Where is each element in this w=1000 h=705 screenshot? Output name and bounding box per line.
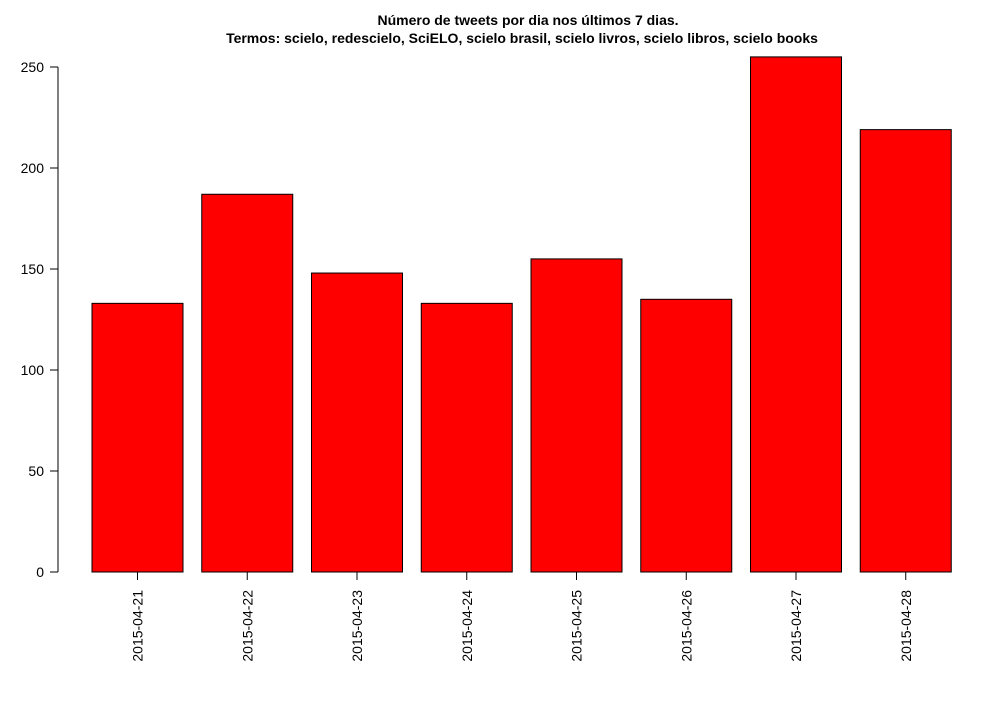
chart-title: Número de tweets por dia nos últimos 7 d… bbox=[377, 12, 678, 28]
x-tick-label: 2015-04-22 bbox=[239, 590, 255, 662]
bar-2015-04-25 bbox=[530, 258, 623, 573]
bar-2015-04-21 bbox=[91, 302, 184, 573]
bar-2015-04-28 bbox=[859, 129, 952, 573]
bar-2015-04-24 bbox=[420, 302, 513, 573]
y-tick-label: 50 bbox=[28, 463, 44, 479]
x-axis-labels: 2015-04-21 2015-04-22 2015-04-23 2015-04-24… bbox=[130, 572, 914, 662]
x-tick-label: 2015-04-21 bbox=[130, 590, 146, 662]
y-axis: 0 50 100 150 200 250 bbox=[21, 59, 59, 580]
bar-2015-04-26 bbox=[640, 298, 733, 573]
y-tick-label: 150 bbox=[21, 261, 45, 277]
y-tick-label: 0 bbox=[36, 564, 44, 580]
x-tick-label: 2015-04-28 bbox=[898, 590, 914, 662]
x-tick-label: 2015-04-27 bbox=[788, 590, 804, 662]
bar-2015-04-27 bbox=[750, 56, 842, 573]
y-tick-label: 200 bbox=[21, 160, 45, 176]
x-tick-label: 2015-04-24 bbox=[459, 590, 475, 662]
bars-group bbox=[91, 56, 952, 573]
bar-2015-04-23 bbox=[311, 272, 403, 573]
x-tick-label: 2015-04-25 bbox=[569, 590, 585, 662]
bar-2015-04-22 bbox=[201, 193, 294, 573]
x-tick-label: 2015-04-23 bbox=[349, 590, 365, 662]
chart-subtitle: Termos: scielo, redescielo, SciELO, scie… bbox=[226, 30, 818, 46]
y-tick-label: 100 bbox=[21, 362, 45, 378]
x-tick-label: 2015-04-26 bbox=[678, 590, 694, 662]
y-tick-label: 250 bbox=[21, 59, 45, 75]
